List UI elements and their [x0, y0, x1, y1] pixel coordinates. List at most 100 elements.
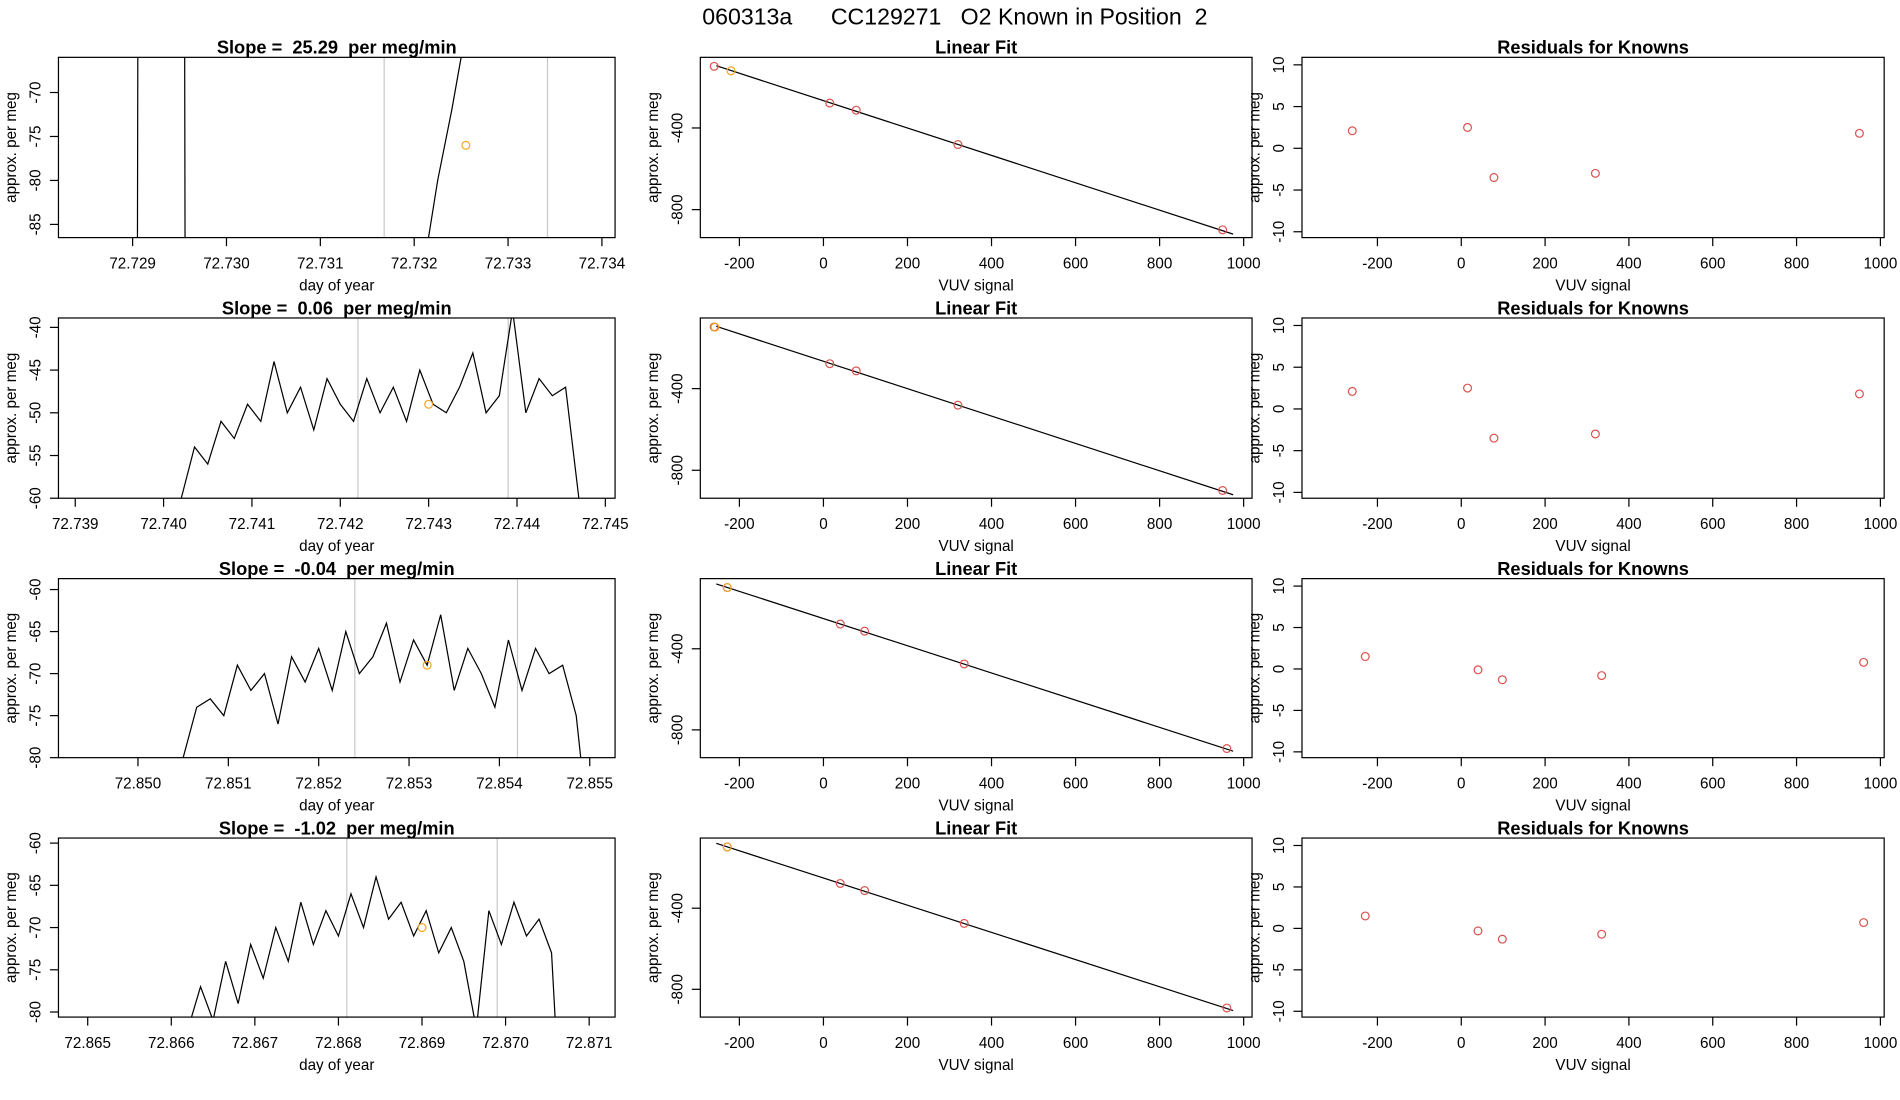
x-axis-label: VUV signal: [1555, 538, 1630, 555]
x-tick-label: 0: [1457, 516, 1465, 533]
panel: Slope = -1.02 per meg/min day of year appr…: [3, 817, 616, 1074]
plot-frame: [57, 317, 616, 499]
data-point: [1489, 433, 1499, 443]
x-tick-label: -200: [1362, 255, 1392, 272]
x-tick-label: 72.870: [482, 1035, 529, 1052]
x-tick-label: -200: [724, 516, 754, 533]
y-tick-label: -60: [28, 487, 45, 509]
x-tick-label: 72.866: [148, 1035, 195, 1052]
x-tick-label: 72.855: [566, 775, 613, 792]
x-tick-label: 800: [1147, 255, 1172, 272]
y-axis-label: approx. per meg: [3, 872, 20, 983]
x-axis-label: VUV signal: [939, 538, 1014, 555]
plot-area: [709, 61, 1234, 235]
x-tick-label: 200: [895, 1035, 920, 1052]
y-tick-label: 5: [1271, 363, 1288, 371]
y-tick-label: 0: [1271, 665, 1288, 673]
y-tick-label: -10: [1271, 741, 1288, 763]
x-tick-label: 600: [1063, 1035, 1088, 1052]
y-tick-label: -45: [28, 359, 45, 381]
panel: Residuals for Knowns VUV signal approx. pe…: [1247, 37, 1898, 295]
x-tick-label: 72.742: [317, 516, 364, 533]
data-point: [959, 659, 969, 669]
panel-title: Linear Fit: [935, 37, 1017, 58]
y-axis-label: approx. per meg: [645, 92, 662, 203]
y-tick-label: -75: [28, 705, 45, 727]
y-tick-label: -400: [669, 634, 686, 664]
y-axis-label: approx. per meg: [1247, 872, 1264, 983]
x-tick-label: 600: [1700, 775, 1725, 792]
y-tick-label: 10: [1271, 578, 1288, 595]
y-tick-label: 5: [1271, 883, 1288, 891]
panel: Slope = -0.04 per meg/min day of year appr…: [3, 558, 616, 814]
plot-frame: [1301, 317, 1885, 499]
plot-area: [716, 583, 1234, 754]
x-tick-label: 72.851: [205, 775, 252, 792]
x-tick-label: 200: [1532, 516, 1557, 533]
data-point: [1859, 918, 1869, 928]
y-tick-label: -10: [1271, 1000, 1288, 1022]
x-tick-label: 800: [1784, 1035, 1809, 1052]
plot-frame: [57, 578, 616, 759]
x-tick-label: 72.743: [405, 516, 452, 533]
data-point: [1218, 225, 1228, 235]
x-axis-label: day of year: [299, 797, 374, 814]
data-point: [1854, 128, 1864, 138]
x-tick-label: 1000: [1863, 1035, 1897, 1052]
x-tick-label: 72.739: [52, 516, 99, 533]
data-point: [1590, 429, 1600, 439]
data-line: [716, 325, 1234, 496]
y-tick-label: -65: [28, 874, 45, 896]
x-tick-label: 72.731: [297, 255, 344, 272]
x-tick-label: 72.865: [64, 1035, 111, 1052]
panel-title: Residuals for Knowns: [1497, 558, 1689, 579]
figure-title: 060313a CC129271 O2 Known in Position 2: [702, 3, 1207, 29]
panel-title: Linear Fit: [935, 558, 1017, 579]
y-tick-label: -70: [28, 663, 45, 685]
x-tick-label: 600: [1063, 255, 1088, 272]
x-tick-label: 600: [1063, 775, 1088, 792]
plot-frame: [699, 56, 1253, 239]
x-tick-label: 400: [979, 775, 1004, 792]
x-tick-label: 200: [895, 516, 920, 533]
data-point: [1473, 665, 1483, 675]
x-axis-label: VUV signal: [1555, 277, 1630, 294]
x-tick-label: 0: [1457, 775, 1465, 792]
y-axis-label: approx. per meg: [645, 872, 662, 983]
x-tick-label: 0: [1457, 1035, 1465, 1052]
panel: Residuals for Knowns VUV signal approx. pe…: [1247, 297, 1898, 555]
y-axis-label: approx. per meg: [645, 353, 662, 464]
x-tick-label: -200: [1362, 1035, 1392, 1052]
data-point: [709, 61, 719, 71]
data-point: [1590, 168, 1600, 178]
plot-area: [180, 317, 580, 499]
data-point: [1859, 657, 1869, 667]
y-tick-label: -10: [1271, 481, 1288, 503]
x-tick-label: 0: [819, 775, 827, 792]
x-axis-label: VUV signal: [939, 797, 1014, 814]
x-tick-label: 800: [1147, 775, 1172, 792]
y-tick-label: -70: [28, 917, 45, 939]
data-point: [1489, 173, 1499, 183]
y-tick-label: 10: [1271, 837, 1288, 854]
y-tick-label: -800: [669, 974, 686, 1004]
x-tick-label: 72.733: [485, 255, 532, 272]
plot-area: [190, 838, 556, 1018]
data-point: [1463, 383, 1473, 393]
data-point: [860, 626, 870, 636]
y-axis-label: approx. per meg: [1247, 92, 1264, 203]
x-tick-label: 72.871: [566, 1035, 613, 1052]
x-tick-label: 400: [1616, 255, 1641, 272]
x-tick-label: 72.730: [203, 255, 250, 272]
x-tick-label: 400: [1616, 516, 1641, 533]
data-point: [722, 583, 732, 593]
data-point: [726, 66, 736, 76]
panel: Linear Fit VUV signal approx. per meg -200 0…: [645, 37, 1261, 295]
x-tick-label: 0: [819, 255, 827, 272]
x-tick-label: 400: [1616, 1035, 1641, 1052]
panel-title: Linear Fit: [935, 817, 1017, 838]
x-tick-label: 200: [895, 255, 920, 272]
